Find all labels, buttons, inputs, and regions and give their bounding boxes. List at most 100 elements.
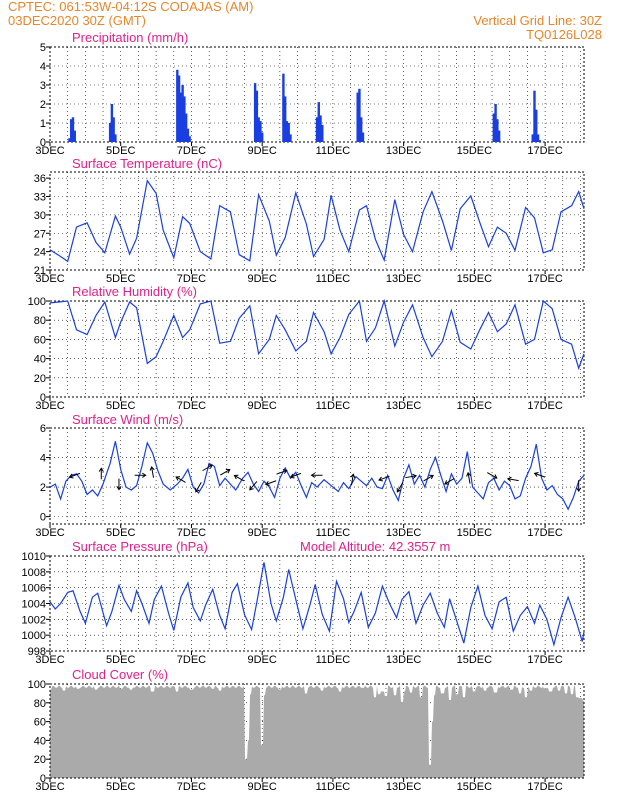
y-tick-label: 2: [40, 99, 46, 111]
precip-bar: [356, 92, 359, 142]
panel-temp: 21 24 27 30 33 36 3DEC 5DEC 7DEC 9DEC 11DEC 13DEC 15…: [34, 156, 585, 285]
precip-bar: [321, 124, 324, 142]
y-tick-label: 1004: [22, 599, 46, 611]
x-tick-label: 3DEC: [35, 145, 64, 157]
wind-arrow-head: [378, 476, 384, 482]
x-tick-label: 5DEC: [106, 654, 135, 666]
x-tick-label: 15DEC: [457, 273, 493, 285]
wind-arrow-head: [142, 472, 147, 478]
wind-arrow: [202, 464, 213, 472]
x-tick-label: 3DEC: [35, 781, 64, 793]
x-tick-label: 11DEC: [316, 145, 351, 157]
y-tick-label: 1002: [22, 614, 46, 626]
wind-arrow-head: [225, 468, 231, 474]
precip-bar: [110, 104, 114, 142]
precip-bar: [68, 138, 71, 142]
cloud-cover-area: [50, 685, 584, 778]
wind-arrow: [265, 480, 277, 485]
wind-arrow-head: [68, 473, 74, 479]
y-tick-label: 20: [34, 373, 46, 385]
x-tick-label: 13DEC: [386, 527, 422, 539]
panel-frame: [49, 300, 585, 398]
x-tick-label: 17DEC: [527, 781, 563, 793]
wind-arrow-head: [264, 481, 270, 486]
precip-bar: [361, 132, 365, 142]
wind-arrow-head: [195, 487, 200, 493]
x-tick-label: 9DEC: [248, 145, 277, 157]
wind-arrow-head: [576, 487, 582, 493]
panel-frame: [49, 555, 585, 652]
precip-bar: [257, 117, 260, 142]
panel-press: 998 1000 1002 1004 1006 1008 1010 3DEC 5DEC 7DEC 9…: [22, 539, 585, 666]
y-tick-label: 1000: [22, 630, 46, 642]
x-tick-label: 11DEC: [316, 273, 351, 285]
wind-arrow: [423, 475, 434, 482]
y-tick-label: 1: [40, 118, 46, 130]
x-tick-label: 5DEC: [106, 400, 135, 412]
precip-bar: [184, 113, 188, 142]
x-tick-label: 15DEC: [457, 400, 493, 412]
panel-frame: [49, 683, 585, 779]
wind-arrow-head: [350, 473, 356, 479]
vertical-grid-label: Vertical Grid Line: 30Z: [473, 13, 602, 28]
y-tick-label: 33: [34, 192, 46, 204]
precip-bar: [260, 132, 264, 142]
wind-arrow-head: [208, 464, 213, 469]
panel-frame: [49, 171, 585, 271]
wind-arrow-head: [506, 476, 512, 482]
x-tick-label: 11DEC: [316, 400, 351, 412]
panel-annotation: Model Altitude: 42.3557 m: [300, 539, 450, 554]
precip-bar: [289, 134, 292, 142]
y-tick-label: 21: [34, 265, 46, 277]
wind-arrow-head: [249, 485, 254, 491]
y-tick-label: 2: [40, 482, 46, 494]
wind-arrow: [290, 472, 302, 478]
y-tick-label: 1006: [22, 583, 46, 595]
precip-bar: [179, 92, 183, 142]
y-tick-label: 100: [28, 296, 46, 308]
wind-arrow-head: [412, 473, 418, 479]
y-tick-label: 100: [28, 679, 46, 691]
panel-title: Surface Temperature (nC): [72, 156, 222, 171]
panel-precip: 0 1 2 3 4 5 3DEC 5DEC 7DEC 9DEC 11DEC 13DEC 15DEC 17D…: [35, 30, 585, 157]
y-tick-label: 36: [34, 173, 46, 185]
x-tick-label: 13DEC: [386, 145, 422, 157]
wind-arrow-head: [533, 472, 539, 477]
wind-arrow: [396, 482, 404, 493]
x-tick-label: 5DEC: [106, 527, 135, 539]
precip-bar: [71, 117, 75, 142]
precip-bar: [255, 90, 259, 142]
wind-arrow: [175, 476, 186, 483]
wind-arrow: [220, 469, 231, 476]
y-tick-label: 6: [40, 423, 46, 435]
precip-bar: [188, 136, 191, 142]
y-tick-label: 60: [34, 334, 46, 346]
y-tick-label: 4: [40, 61, 46, 73]
y-tick-label: 0: [40, 137, 46, 149]
y-tick-label: 40: [34, 735, 46, 747]
wind-arrow-head: [98, 467, 104, 472]
wind-arrow-head: [175, 476, 181, 481]
y-tick-label: 1008: [22, 567, 46, 579]
x-tick-label: 9DEC: [248, 273, 277, 285]
y-tick-label: 80: [34, 698, 46, 710]
wind-arrow: [234, 475, 245, 482]
precip-bar: [536, 134, 540, 142]
x-tick-label: 17DEC: [527, 273, 563, 285]
precip-bar: [497, 130, 501, 142]
x-tick-label: 7DEC: [177, 145, 206, 157]
precip-bar: [112, 117, 115, 142]
x-tick-label: 15DEC: [457, 654, 493, 666]
precip-bar: [114, 134, 117, 142]
y-tick-label: 60: [34, 717, 46, 729]
panel-wind: 0 2 4 6 3DEC 5DEC 7DEC 9DEC 11DEC 13DEC 15DEC 17DEC…: [35, 412, 585, 539]
precip-bar: [285, 121, 289, 142]
precip-bar: [70, 119, 73, 142]
panel-title: Surface Wind (m/s): [72, 412, 183, 427]
x-tick-label: 7DEC: [177, 527, 206, 539]
y-tick-label: 20: [34, 754, 46, 766]
panel-cloud: 0 20 40 60 80 100 3DEC 5DEC 7DEC 9DEC 11DEC 13DEC 15…: [28, 667, 585, 793]
precip-bar: [183, 96, 186, 142]
wind-arrow-head: [282, 469, 288, 474]
